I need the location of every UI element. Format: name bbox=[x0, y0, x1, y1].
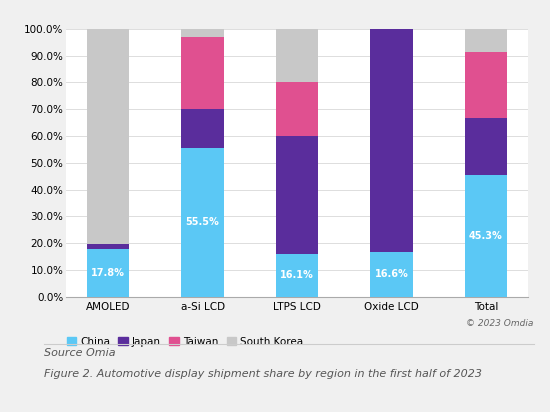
Text: 16.1%: 16.1% bbox=[280, 270, 314, 280]
Text: 45.3%: 45.3% bbox=[469, 231, 503, 241]
Bar bbox=[276, 82, 318, 136]
Bar bbox=[276, 253, 318, 297]
Bar bbox=[87, 29, 129, 243]
Text: 16.6%: 16.6% bbox=[375, 269, 408, 279]
Bar bbox=[182, 148, 224, 297]
Legend: China, Japan, Taiwan, South Korea: China, Japan, Taiwan, South Korea bbox=[67, 337, 303, 346]
Bar bbox=[182, 29, 224, 37]
Bar bbox=[465, 52, 507, 118]
Bar bbox=[87, 243, 129, 249]
Text: 55.5%: 55.5% bbox=[186, 217, 219, 227]
Bar bbox=[276, 29, 318, 82]
Bar bbox=[370, 29, 412, 252]
Bar bbox=[465, 29, 507, 52]
Text: 17.8%: 17.8% bbox=[91, 268, 125, 278]
Text: Figure 2. Automotive display shipment share by region in the first half of 2023: Figure 2. Automotive display shipment sh… bbox=[44, 369, 482, 379]
Bar bbox=[182, 109, 224, 148]
Bar bbox=[465, 176, 507, 297]
Bar bbox=[276, 136, 318, 253]
Bar bbox=[370, 252, 412, 297]
Bar bbox=[87, 249, 129, 297]
Bar bbox=[182, 37, 224, 109]
Text: Source Omia: Source Omia bbox=[44, 348, 116, 358]
Text: © 2023 Omdia: © 2023 Omdia bbox=[466, 319, 534, 328]
Bar bbox=[465, 118, 507, 176]
